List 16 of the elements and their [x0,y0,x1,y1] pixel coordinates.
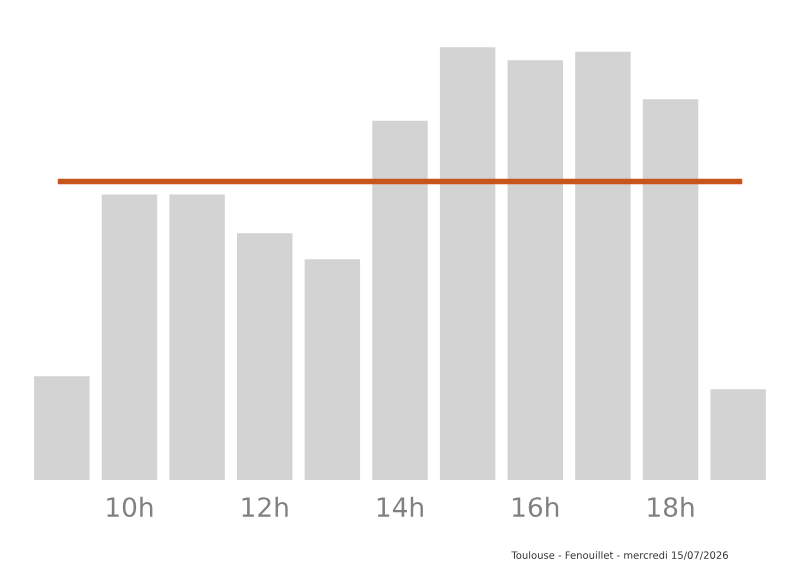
bar [642,99,699,480]
bar [237,233,293,480]
x-tick-label: 10h [107,496,153,518]
bar [169,194,225,480]
x-tick-label: 14h [377,496,423,517]
bar [372,120,428,480]
bar [304,259,361,480]
x-tick-label: 18h [648,496,694,518]
x-tick-label: 16h [513,496,559,518]
bar [439,47,496,480]
bar [507,60,563,480]
x-tick-label: 12h [242,496,288,517]
bar [34,376,90,480]
bar [575,51,631,480]
bar [101,194,158,480]
bar [710,389,766,480]
